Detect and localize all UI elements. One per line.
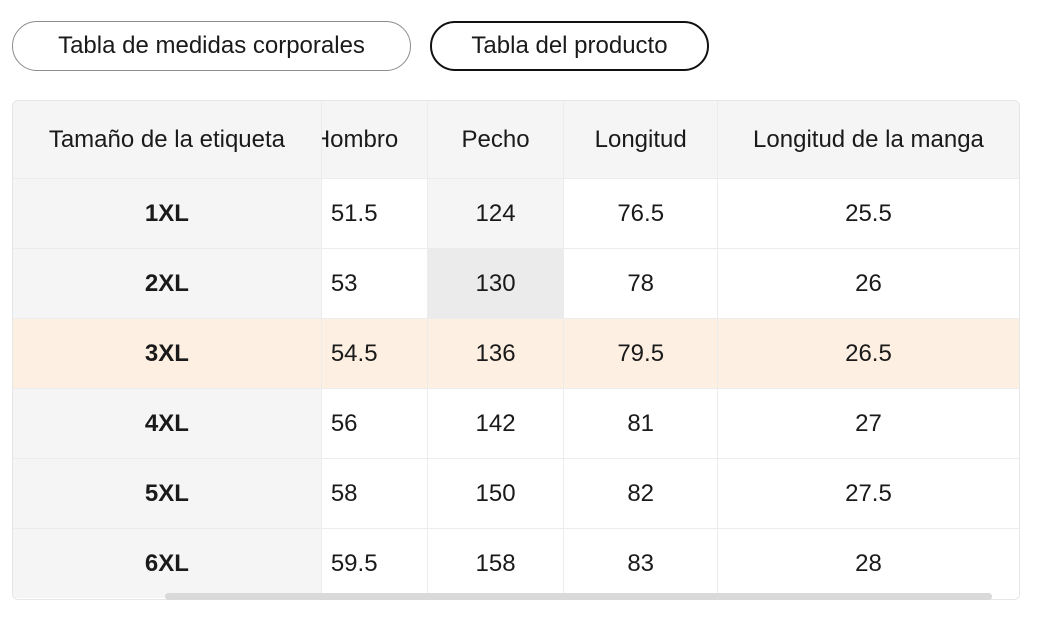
cell-length: 78 <box>563 248 718 319</box>
cell-chest: 130 <box>426 248 564 319</box>
table-row[interactable]: 1XL 51.5 124 76.5 25.5 <box>13 178 1019 249</box>
cell-shoulder: 51.5 <box>320 178 428 249</box>
cell-sleeve-length: 25.5 <box>716 178 1019 249</box>
size-table: Tamaño de la etiqueta Hombro Pecho Longi… <box>13 101 1019 598</box>
cell-chest: 124 <box>426 178 564 249</box>
tab-body-measurements[interactable]: Tabla de medidas corporales <box>12 21 411 71</box>
cell-sleeve-length: 27.5 <box>716 458 1019 529</box>
size-chart-tabs: Tabla de medidas corporales Tabla del pr… <box>12 21 709 71</box>
cell-shoulder: 58 <box>320 458 428 529</box>
cell-chest: 158 <box>426 528 564 598</box>
header-tag-size: Tamaño de la etiqueta <box>13 101 322 179</box>
cell-size: 3XL <box>13 318 322 389</box>
cell-sleeve-length: 26 <box>716 248 1019 319</box>
table-row[interactable]: 6XL 59.5 158 83 28 <box>13 528 1019 598</box>
table-header-row: Tamaño de la etiqueta Hombro Pecho Longi… <box>13 101 1019 179</box>
cell-length: 81 <box>563 388 718 459</box>
cell-size: 1XL <box>13 178 322 249</box>
table-row[interactable]: 5XL 58 150 82 27.5 <box>13 458 1019 529</box>
horizontal-scrollbar[interactable] <box>165 593 992 600</box>
header-length: Longitud <box>563 101 718 179</box>
tab-product-measurements[interactable]: Tabla del producto <box>430 21 709 71</box>
cell-sleeve-length: 26.5 <box>716 318 1019 389</box>
cell-chest: 136 <box>426 318 564 389</box>
cell-sleeve-length: 27 <box>716 388 1019 459</box>
table-row-selected[interactable]: 3XL 54.5 136 79.5 26.5 <box>13 318 1019 389</box>
cell-shoulder: 56 <box>320 388 428 459</box>
cell-size: 2XL <box>13 248 322 319</box>
cell-sleeve-length: 28 <box>716 528 1019 598</box>
table-row[interactable]: 4XL 56 142 81 27 <box>13 388 1019 459</box>
cell-length: 82 <box>563 458 718 529</box>
cell-chest: 142 <box>426 388 564 459</box>
size-table-container[interactable]: Tamaño de la etiqueta Hombro Pecho Longi… <box>12 100 1020 600</box>
cell-size: 6XL <box>13 528 322 598</box>
cell-length: 76.5 <box>563 178 718 249</box>
cell-chest: 150 <box>426 458 564 529</box>
cell-shoulder: 53 <box>320 248 428 319</box>
cell-size: 4XL <box>13 388 322 459</box>
cell-shoulder: 59.5 <box>320 528 428 598</box>
cell-size: 5XL <box>13 458 322 529</box>
header-chest: Pecho <box>426 101 564 179</box>
header-shoulder: Hombro <box>320 101 428 179</box>
cell-length: 79.5 <box>563 318 718 389</box>
cell-length: 83 <box>563 528 718 598</box>
table-row[interactable]: 2XL 53 130 78 26 <box>13 248 1019 319</box>
cell-shoulder: 54.5 <box>320 318 428 389</box>
header-sleeve-length: Longitud de la manga <box>716 101 1019 179</box>
